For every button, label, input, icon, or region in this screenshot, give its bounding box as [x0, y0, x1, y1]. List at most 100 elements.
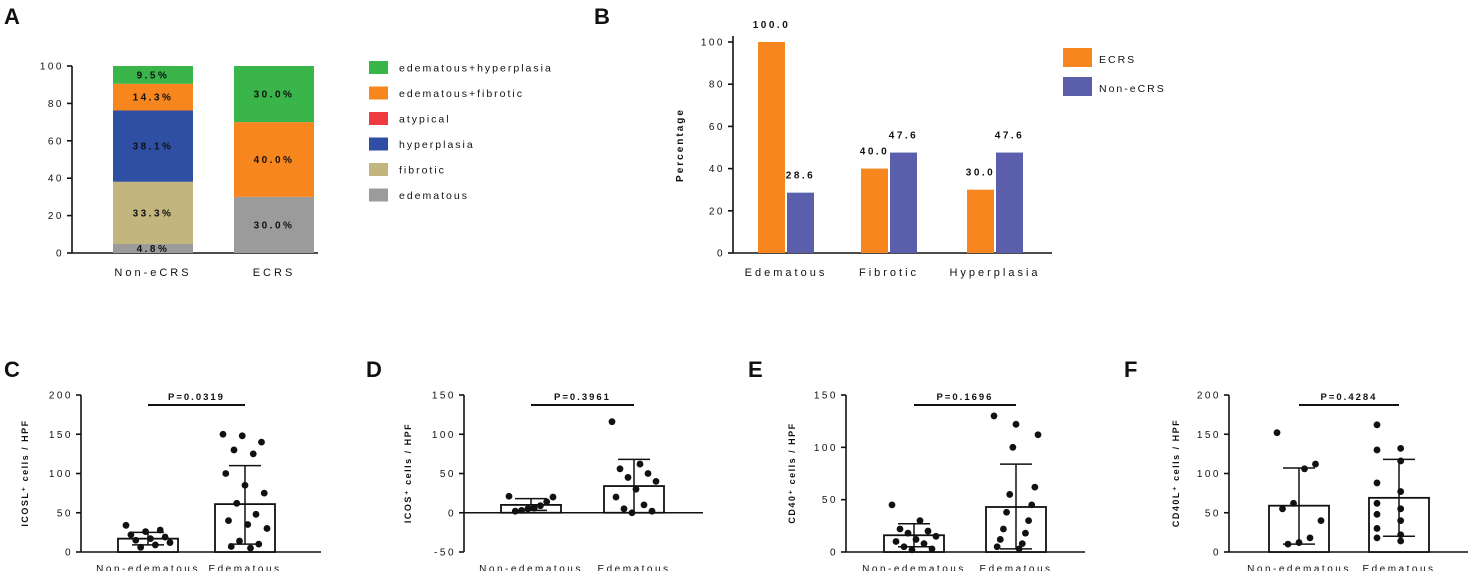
data-point-f: [1373, 525, 1381, 532]
data-point-c: [252, 510, 260, 518]
y-tick-label-f: 0: [1213, 548, 1221, 559]
data-label-a: 4.8%: [137, 244, 170, 255]
data-label-b: 100.0: [753, 20, 791, 31]
data-label-a: 30.0%: [254, 90, 295, 101]
y-tick-label-c: 0: [65, 548, 73, 559]
data-point-e: [928, 545, 936, 553]
panel-letter-c: C: [4, 357, 20, 382]
data-point-e: [904, 529, 912, 537]
data-point-c: [238, 432, 246, 440]
data-label-a: 30.0%: [254, 220, 295, 231]
data-point-e: [924, 527, 932, 535]
data-point-d: [543, 498, 551, 506]
data-point-f: [1312, 460, 1319, 468]
data-point-d: [644, 470, 652, 477]
legend-label-a: edematous: [399, 190, 469, 202]
y-axis-label-b: Percentage: [675, 108, 686, 182]
data-point-e: [993, 543, 1001, 551]
data-point-d: [524, 505, 532, 513]
y-tick-label-e: 50: [822, 495, 838, 506]
panel-letter-a: A: [4, 4, 20, 29]
data-label-a: 14.3%: [133, 93, 174, 104]
x-category-label-c: Edematous: [208, 564, 281, 571]
data-point-c: [230, 446, 238, 454]
y-tick-label-a: 20: [48, 211, 64, 222]
y-tick-label-b: 80: [709, 80, 725, 91]
data-label-b: 30.0: [966, 168, 995, 179]
data-point-f: [1373, 510, 1381, 518]
data-point-c: [236, 537, 243, 545]
panel-letter-b: B: [594, 4, 610, 29]
data-point-e: [1009, 443, 1017, 451]
y-tick-label-a: 60: [48, 136, 64, 147]
data-point-e: [1034, 431, 1042, 439]
y-tick-label-b: 0: [717, 249, 725, 260]
legend-label-a: hyperplasia: [399, 139, 475, 151]
data-point-c: [263, 525, 271, 532]
legend-swatch-b: [1063, 77, 1092, 96]
data-point-e: [916, 517, 924, 524]
data-point-e: [920, 540, 928, 548]
x-category-label-a: Non-eCRS: [114, 267, 191, 279]
data-point-f: [1397, 517, 1405, 524]
data-point-e: [908, 546, 916, 554]
y-tick-label-c: 150: [49, 430, 73, 441]
data-point-f: [1373, 421, 1381, 429]
data-point-f: [1397, 488, 1405, 495]
data-point-c: [247, 544, 254, 552]
p-value-e: P=0.1696: [937, 392, 994, 403]
bar-b: [967, 189, 994, 253]
y-tick-label-d: 50: [440, 469, 456, 480]
panel-letter-d: D: [366, 357, 382, 382]
legend-label-a: edematous+fibrotic: [399, 88, 524, 100]
data-point-c: [166, 539, 174, 546]
data-point-e: [1006, 491, 1014, 498]
y-tick-label-d: 0: [448, 508, 456, 519]
y-tick-label-a: 40: [48, 174, 64, 185]
data-point-d: [652, 477, 660, 485]
data-point-f: [1295, 539, 1303, 546]
data-point-e: [896, 525, 904, 533]
data-point-f: [1397, 531, 1405, 539]
data-point-d: [549, 493, 557, 501]
y-tick-label-f: 100: [1197, 469, 1221, 480]
data-point-c: [255, 540, 263, 548]
data-point-e: [912, 536, 920, 543]
data-point-c: [147, 535, 154, 543]
y-axis-label-c: ICOSL⁺ cells / HPF: [20, 419, 30, 526]
data-point-e: [1003, 508, 1010, 516]
data-point-d: [616, 465, 624, 473]
stacked-bar-segment: [234, 66, 314, 123]
bar-b: [861, 168, 888, 253]
y-tick-label-d: -50: [434, 548, 456, 559]
data-point-e: [996, 536, 1004, 543]
legend-label-b: Non-eCRS: [1099, 83, 1166, 95]
stacked-bar-segment: [113, 181, 193, 245]
data-point-c: [222, 470, 230, 477]
data-point-c: [151, 541, 159, 549]
legend-swatch-a: [369, 137, 388, 151]
y-tick-label-b: 40: [709, 164, 725, 175]
data-point-e: [1031, 483, 1039, 491]
legend-swatch-a: [369, 112, 388, 125]
data-point-c: [241, 481, 249, 489]
data-label-a: 38.1%: [133, 142, 174, 153]
data-point-f: [1373, 534, 1381, 542]
data-label-b: 28.6: [786, 171, 815, 182]
data-point-d: [632, 485, 640, 493]
data-point-d: [648, 507, 656, 515]
data-point-e: [1012, 420, 1020, 428]
data-point-d: [518, 506, 525, 514]
y-tick-label-c: 200: [49, 391, 73, 402]
data-point-f: [1397, 457, 1405, 465]
data-point-d: [640, 501, 648, 509]
y-tick-label-e: 100: [814, 443, 838, 454]
data-label-a: 9.5%: [137, 70, 170, 81]
stacked-bar-segment: [113, 66, 193, 84]
panel-letter-f: F: [1124, 357, 1137, 382]
y-tick-label-c: 50: [57, 508, 73, 519]
y-tick-label-f: 150: [1197, 430, 1221, 441]
data-point-c: [233, 499, 241, 507]
y-tick-label-d: 150: [432, 391, 456, 402]
data-point-e: [888, 501, 896, 509]
